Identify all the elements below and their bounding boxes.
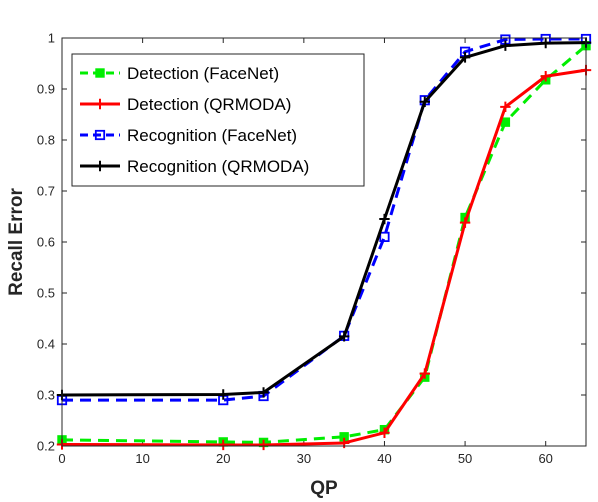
series-3 <box>56 37 592 401</box>
data-point <box>419 368 430 379</box>
legend-item-2: Recognition (FaceNet) <box>80 126 297 145</box>
y-tick-label: 0.3 <box>37 388 55 403</box>
y-tick-label: 0.6 <box>37 235 55 250</box>
x-tick-label: 20 <box>216 451 230 466</box>
legend-label: Detection (FaceNet) <box>127 64 279 83</box>
data-point <box>500 40 511 51</box>
x-tick-label: 40 <box>377 451 391 466</box>
legend-item-1: Detection (QRMODA) <box>80 95 291 114</box>
data-point <box>459 52 471 63</box>
legend: Detection (FaceNet) Detection (QRMODA) Rec… <box>71 53 365 187</box>
series-line <box>62 37 586 402</box>
y-tick-label: 0.2 <box>37 439 55 454</box>
y-tick-label: 0.5 <box>37 286 55 301</box>
y-tick-label: 0.4 <box>37 337 55 352</box>
x-axis-title: QP <box>310 478 338 499</box>
data-point <box>338 331 350 342</box>
axis-tick-labels: 0 10 20 30 40 50 60 0.2 0.3 0.4 0.5 0.6 0.7 0.8 0.9 1 <box>37 31 553 467</box>
legend-label: Recognition (FaceNet) <box>127 126 297 145</box>
legend-label: Recognition (QRMODA) <box>127 157 309 176</box>
series-line <box>61 44 587 444</box>
x-tick-label: 50 <box>458 451 472 466</box>
y-tick-label: 0.7 <box>37 184 55 199</box>
data-point <box>500 101 511 113</box>
legend-item-3: Recognition (QRMODA) <box>80 157 309 176</box>
legend-label: Detection (QRMODA) <box>127 95 291 114</box>
x-tick-label: 60 <box>538 451 552 466</box>
data-point <box>379 213 390 225</box>
plot-frame <box>61 37 587 447</box>
legend-marker <box>94 98 106 110</box>
data-point <box>540 71 551 82</box>
legend-marker <box>94 160 106 172</box>
data-point <box>540 37 551 49</box>
legend-item-0: Detection (FaceNet) <box>80 64 279 83</box>
data-point <box>218 439 229 451</box>
data-point <box>258 439 269 451</box>
y-axis-title: Recall Error <box>6 188 27 296</box>
legend-marker <box>94 129 106 141</box>
data-point <box>459 217 471 228</box>
y-tick-label: 0.8 <box>37 133 55 148</box>
series-line <box>61 41 587 397</box>
series-line <box>61 68 587 447</box>
y-tick-label: 0.9 <box>37 82 55 97</box>
data-point <box>419 96 430 107</box>
series-layer <box>56 33 592 451</box>
y-tick-label: 1 <box>48 31 55 46</box>
data-point <box>218 389 229 400</box>
x-tick-label: 10 <box>135 451 149 466</box>
legend-marker <box>95 68 105 78</box>
legend-box <box>71 53 365 187</box>
data-point <box>379 427 390 438</box>
data-point <box>379 231 390 242</box>
data-point <box>258 387 269 398</box>
x-tick-label: 0 <box>58 451 65 466</box>
x-tick-label: 30 <box>297 451 311 466</box>
